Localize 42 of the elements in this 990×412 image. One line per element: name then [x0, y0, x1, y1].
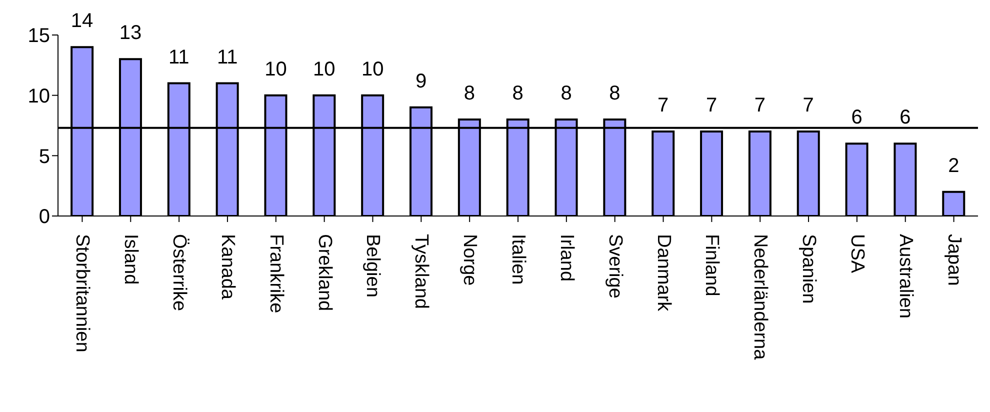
- data-label: 8: [560, 82, 572, 104]
- x-tick-label: Irland: [556, 234, 577, 282]
- x-tick-label: Sverige: [604, 234, 626, 298]
- x-tick-label: Danmark: [652, 234, 674, 312]
- x-tick-label: Japan: [943, 234, 964, 286]
- data-label: 13: [119, 22, 142, 44]
- data-label: 7: [658, 94, 669, 117]
- x-tick-label: Nederländerna: [750, 234, 771, 360]
- x-tick-label: Storbritannien: [72, 234, 93, 352]
- x-tick-label: Grekland: [314, 234, 335, 312]
- data-label: 7: [754, 94, 766, 117]
- data-label: 8: [512, 82, 524, 104]
- x-tick-label: Norge: [459, 234, 480, 286]
- data-label: 2: [948, 154, 960, 177]
- data-label: 10: [313, 58, 336, 80]
- x-tick-label: Belgien: [362, 234, 384, 298]
- x-tick-label: Frankrike: [265, 234, 286, 314]
- data-label: 6: [900, 106, 911, 129]
- x-tick-label: USA: [846, 234, 868, 274]
- data-label: 7: [802, 94, 814, 117]
- x-tick-label: Kanada: [216, 234, 238, 300]
- x-tick-label: Finland: [701, 234, 722, 296]
- y-tick-label: 10: [28, 85, 50, 108]
- data-label: 11: [168, 46, 190, 68]
- data-label: 10: [264, 58, 287, 80]
- x-tick-label: Australien: [894, 234, 916, 318]
- y-tick-label: 0: [38, 206, 50, 228]
- data-label: 9: [415, 70, 427, 92]
- x-tick-label: Spanien: [798, 234, 820, 304]
- data-label: 8: [464, 82, 475, 104]
- x-tick-label: Italien: [508, 234, 528, 285]
- x-tick-label: Tyskland: [410, 234, 432, 309]
- data-label: 10: [361, 58, 384, 80]
- data-label: 8: [609, 82, 620, 104]
- y-tick-label: 5: [38, 146, 50, 168]
- data-label: 6: [851, 106, 862, 129]
- data-label: 14: [70, 10, 94, 32]
- data-label: 11: [216, 46, 238, 68]
- x-tick-label: Island: [120, 234, 142, 285]
- x-tick-label: Österrike: [168, 234, 190, 312]
- data-label: 7: [706, 94, 718, 117]
- y-tick-label: 15: [28, 25, 50, 48]
